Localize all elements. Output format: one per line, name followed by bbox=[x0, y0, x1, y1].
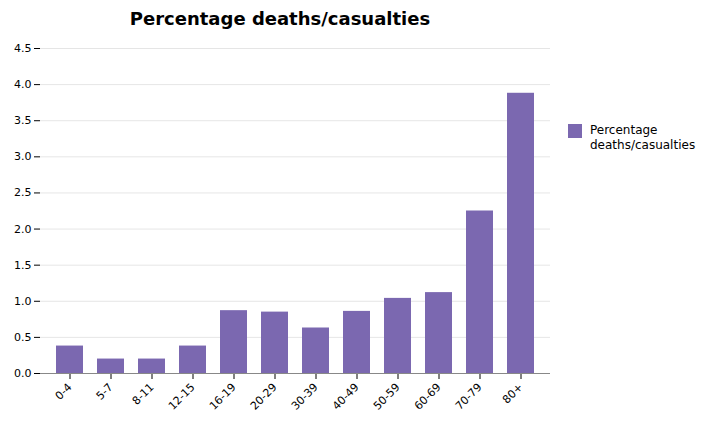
html-text:Percentage deaths/casualties: Percentage deaths/casualties bbox=[590, 123, 696, 152]
html-text:Percentage deaths/casualties: Percentage deaths/casualties bbox=[129, 8, 431, 29]
svg-text:20-29: 20-29 bbox=[248, 381, 280, 413]
svg-text:4.0: 4.0 bbox=[14, 78, 32, 91]
svg-text:12-15: 12-15 bbox=[166, 381, 198, 413]
svg-text:8-11: 8-11 bbox=[130, 381, 157, 408]
svg-text:40-49: 40-49 bbox=[330, 381, 362, 413]
svg-text:1.5: 1.5 bbox=[14, 259, 32, 272]
svg-text:30-39: 30-39 bbox=[289, 381, 321, 413]
svg-text:70-79: 70-79 bbox=[453, 381, 485, 413]
svg-text:0.0: 0.0 bbox=[14, 367, 32, 380]
svg-text:60-69: 60-69 bbox=[412, 381, 444, 413]
svg-text:0-4: 0-4 bbox=[53, 381, 75, 403]
svg-text:0.5: 0.5 bbox=[14, 331, 32, 344]
svg-text:16-19: 16-19 bbox=[207, 381, 239, 413]
svg-text:2.5: 2.5 bbox=[14, 186, 32, 199]
svg-text:3.5: 3.5 bbox=[14, 114, 32, 127]
svg-text:3.0: 3.0 bbox=[14, 150, 32, 163]
svg-text:5-7: 5-7 bbox=[94, 381, 116, 403]
svg-text:1.0: 1.0 bbox=[14, 295, 32, 308]
svg-text:4.5: 4.5 bbox=[14, 42, 32, 55]
svg-text:50-59: 50-59 bbox=[371, 381, 403, 413]
svg-text:80+: 80+ bbox=[500, 381, 526, 407]
svg-text:2.0: 2.0 bbox=[14, 223, 32, 236]
